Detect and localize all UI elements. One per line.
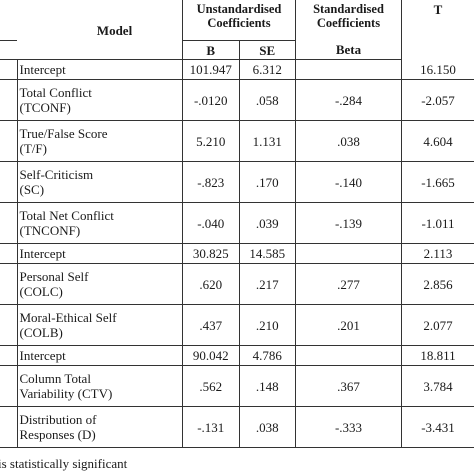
row-label: Total Net Conflict (TNCONF) [16,202,183,244]
row-label: Distribution of Responses (D) [16,406,183,448]
cell-b: .620 [182,263,239,305]
row-label: Column Total Variability (CTV) [16,365,183,407]
cell-b: 30.825 [182,243,239,264]
cell-t: -1.011 [401,202,474,244]
cell-se: 1.131 [238,120,296,162]
cell-t: 2.077 [401,304,474,346]
row-side-label [0,305,17,346]
table-row: Self-Criticism (SC) -.823 .170 -.140 -1.6… [0,161,474,203]
cell-se: 6.312 [238,59,296,80]
cell-b: -.131 [182,406,239,448]
row-label: Intercept [16,243,183,264]
cell-t: -3.431 [401,406,474,448]
table-row: True/False Score (T/F) 5.210 1.131 .038 4… [0,120,474,162]
row-side-label [0,121,17,162]
table-row: Distribution of Responses (D) -.131 .038 … [0,406,474,448]
header-se: SE [238,40,296,60]
cell-b: -.823 [182,161,239,203]
header-unstandardised: Unstandardised Coefficients [182,0,296,41]
row-label: True/False Score (T/F) [16,120,183,162]
header-t: T [401,0,474,60]
cell-t: 16.150 [401,59,474,80]
row-label: Total Conflict (TCONF) [16,79,183,121]
table-row: Moral-Ethical Self (COLB) .437 .210 .201 … [0,304,474,346]
cell-beta [295,59,402,80]
table-row: Intercept 101.947 6.312 16.150 [0,59,474,80]
row-side-label [0,244,17,264]
row-side-label: rs [0,80,17,121]
cell-b: .437 [182,304,239,346]
cell-b: 5.210 [182,120,239,162]
cell-b: .562 [182,365,239,407]
cell-t: 18.811 [401,345,474,366]
header-beta: Beta [295,40,402,60]
cell-beta: .038 [295,120,402,162]
row-side-label [0,60,17,80]
row-label: Moral-Ethical Self (COLB) [16,304,183,346]
row-label: Intercept [16,59,183,80]
coefficients-table: Model Unstandardised Coefficients Standa… [0,0,474,448]
cell-b: 90.042 [182,345,239,366]
cell-beta: -.333 [295,406,402,448]
cell-beta: -.139 [295,202,402,244]
cell-t: 3.784 [401,365,474,407]
cell-beta [295,345,402,366]
footnote: is statistically significant [0,456,128,471]
cell-beta: .367 [295,365,402,407]
cell-se: .210 [238,304,296,346]
cell-t: -1.665 [401,161,474,203]
cell-t: 4.604 [401,120,474,162]
cell-beta: -.140 [295,161,402,203]
cell-t: -2.057 [401,79,474,121]
cell-b: -.040 [182,202,239,244]
cell-beta: .277 [295,263,402,305]
row-label: Personal Self (COLC) [16,263,183,305]
cell-se: .058 [238,79,296,121]
table-row: Intercept 90.042 4.786 18.811 [0,345,474,366]
row-label: Self-Criticism (SC) [16,161,183,203]
header-b: B [182,40,239,60]
row-side-label [0,162,17,203]
row-side-label: rs [0,264,17,305]
cell-se: .148 [238,365,296,407]
cell-b: 101.947 [182,59,239,80]
cell-se: 14.585 [238,243,296,264]
table-row: rs Total Conflict(TCONF) -.0120 .058 -.2… [0,79,474,121]
cell-b: -.0120 [182,79,239,121]
cell-se: .038 [238,406,296,448]
header-blank [0,0,17,41]
table-row: Total Net Conflict (TNCONF) -.040 .039 -.… [0,202,474,244]
cell-se: .170 [238,161,296,203]
table-row: rs Personal Self(COLC) .620 .217 .277 2.… [0,263,474,305]
cell-beta [295,243,402,264]
header-standardised: Standardised Coefficients [295,0,402,41]
header-model: Model [17,0,183,60]
cell-beta: -.284 [295,79,402,121]
cell-se: .039 [238,202,296,244]
cell-se: .217 [238,263,296,305]
row-side-label [0,346,17,366]
row-label: Intercept [16,345,183,366]
row-side-label [0,203,17,244]
header-blank-2 [0,40,17,60]
cell-t: 2.856 [401,263,474,305]
cell-se: 4.786 [238,345,296,366]
table-row: Intercept 30.825 14.585 2.113 [0,243,474,264]
cell-beta: .201 [295,304,402,346]
cell-t: 2.113 [401,243,474,264]
row-side-label: rs [0,366,17,407]
row-side-label [0,407,17,448]
